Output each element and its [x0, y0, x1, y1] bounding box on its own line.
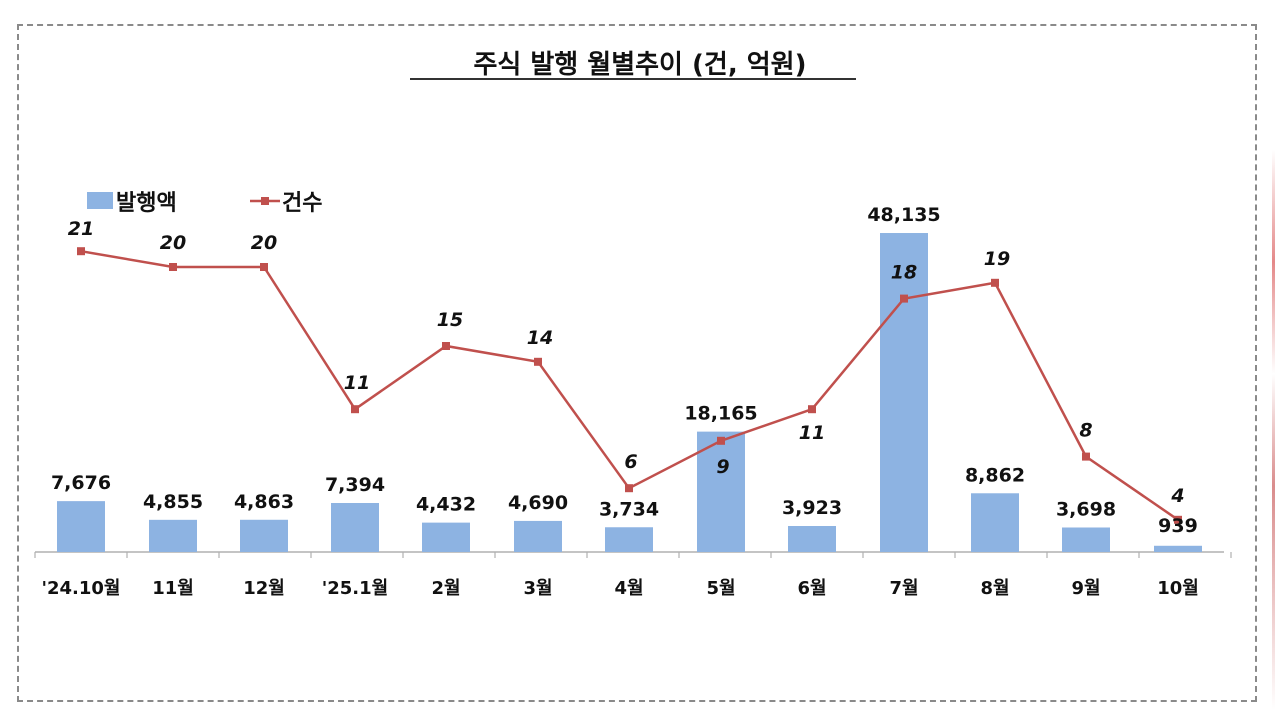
count-value-label: 21: [68, 218, 94, 240]
count-value-label: 9: [716, 456, 729, 478]
bar: [971, 493, 1019, 552]
line-marker-icon: [1174, 515, 1182, 524]
count-value-label: 20: [251, 232, 277, 254]
line-marker-icon: [991, 278, 999, 287]
line-marker-icon: [77, 247, 85, 256]
bar-value-label: 8,862: [965, 464, 1025, 486]
bar: [697, 431, 745, 552]
bar-value-label: 7,394: [325, 474, 385, 496]
line-marker-icon: [900, 294, 908, 303]
right-edge-decoration: [1272, 150, 1275, 710]
bar: [1154, 545, 1202, 552]
x-axis: '24.10월 11월 12월 '25.1월 2월 3월 4월 5월 6월 7월 8월 9월 10월: [34, 551, 1232, 599]
category-label: 7월: [889, 578, 918, 599]
count-value-label: 8: [1079, 420, 1092, 442]
data-labels: 7,676 4,855 4,863 7,394 4,432 4,690 3,734 18,16…: [51, 204, 1198, 537]
category-label: 6월: [797, 578, 826, 599]
count-value-label: 18: [891, 262, 917, 284]
category-label: 5월: [706, 578, 735, 599]
category-label: 3월: [523, 578, 552, 599]
bar: [331, 502, 379, 552]
line-marker-icon: [442, 342, 450, 350]
line-marker-icon: [808, 405, 816, 414]
count-value-label: 19: [984, 248, 1010, 270]
bar-value-label: 4,432: [416, 494, 476, 516]
line-marker-icon: [1082, 452, 1090, 461]
bar: [240, 519, 288, 552]
bar-value-label: 4,690: [508, 492, 568, 514]
bar: [1062, 527, 1110, 552]
chart-frame: [17, 24, 1257, 702]
legend-label-amount: 발행액: [116, 191, 177, 216]
category-label: 11월: [152, 578, 194, 599]
legend-line-marker-icon: [261, 197, 269, 205]
category-label: 4월: [614, 578, 643, 599]
category-label: 9월: [1071, 578, 1100, 599]
bar-value-label: 3,923: [782, 497, 842, 519]
category-label: 10월: [1157, 578, 1199, 599]
bar: [149, 519, 197, 552]
count-value-label: 20: [160, 232, 186, 254]
bar-value-label: 4,855: [143, 491, 203, 513]
count-value-label: 15: [437, 309, 463, 331]
legend-bar-swatch-icon: [87, 192, 113, 209]
bar: [514, 520, 562, 552]
bar: [422, 522, 470, 552]
count-value-label: 4: [1170, 485, 1184, 507]
line-marker-icon: [625, 484, 633, 493]
bar: [605, 527, 653, 552]
category-label: 8월: [980, 578, 1009, 599]
count-value-label: 14: [527, 327, 553, 349]
bar-value-label: 3,698: [1056, 498, 1116, 520]
chart-title-group: 주식 발행 월별추이 (건, 억원): [410, 50, 856, 80]
category-label: 12월: [243, 578, 285, 599]
bar: [788, 526, 836, 552]
count-value-label: 6: [624, 451, 637, 473]
bar-value-label: 939: [1158, 515, 1198, 537]
bar: [880, 233, 928, 553]
bar-value-label: 48,135: [867, 204, 940, 226]
line-marker-icon: [169, 263, 177, 271]
category-label: 2월: [431, 578, 460, 599]
bar-series-amount: [57, 233, 1202, 553]
bar-value-label: 4,863: [234, 491, 294, 513]
line-marker-icon: [534, 357, 542, 366]
chart-title: 주식 발행 월별추이 (건, 억원): [474, 50, 807, 80]
legend-label-count: 건수: [282, 191, 322, 216]
bar: [57, 501, 105, 552]
category-label: '25.1월: [322, 578, 388, 599]
count-value-label: 11: [344, 372, 370, 394]
category-label: '24.10월: [41, 578, 120, 599]
line-marker-icon: [351, 405, 359, 414]
legend: 발행액 건수: [87, 191, 322, 216]
line-marker-icon: [260, 263, 268, 271]
bar-value-label: 18,165: [684, 403, 757, 425]
bar-value-label: 7,676: [51, 472, 111, 494]
line-marker-icon: [717, 436, 725, 445]
line-series-count: [77, 247, 1182, 524]
count-value-label: 11: [799, 422, 825, 444]
bar-value-label: 3,734: [599, 498, 659, 520]
